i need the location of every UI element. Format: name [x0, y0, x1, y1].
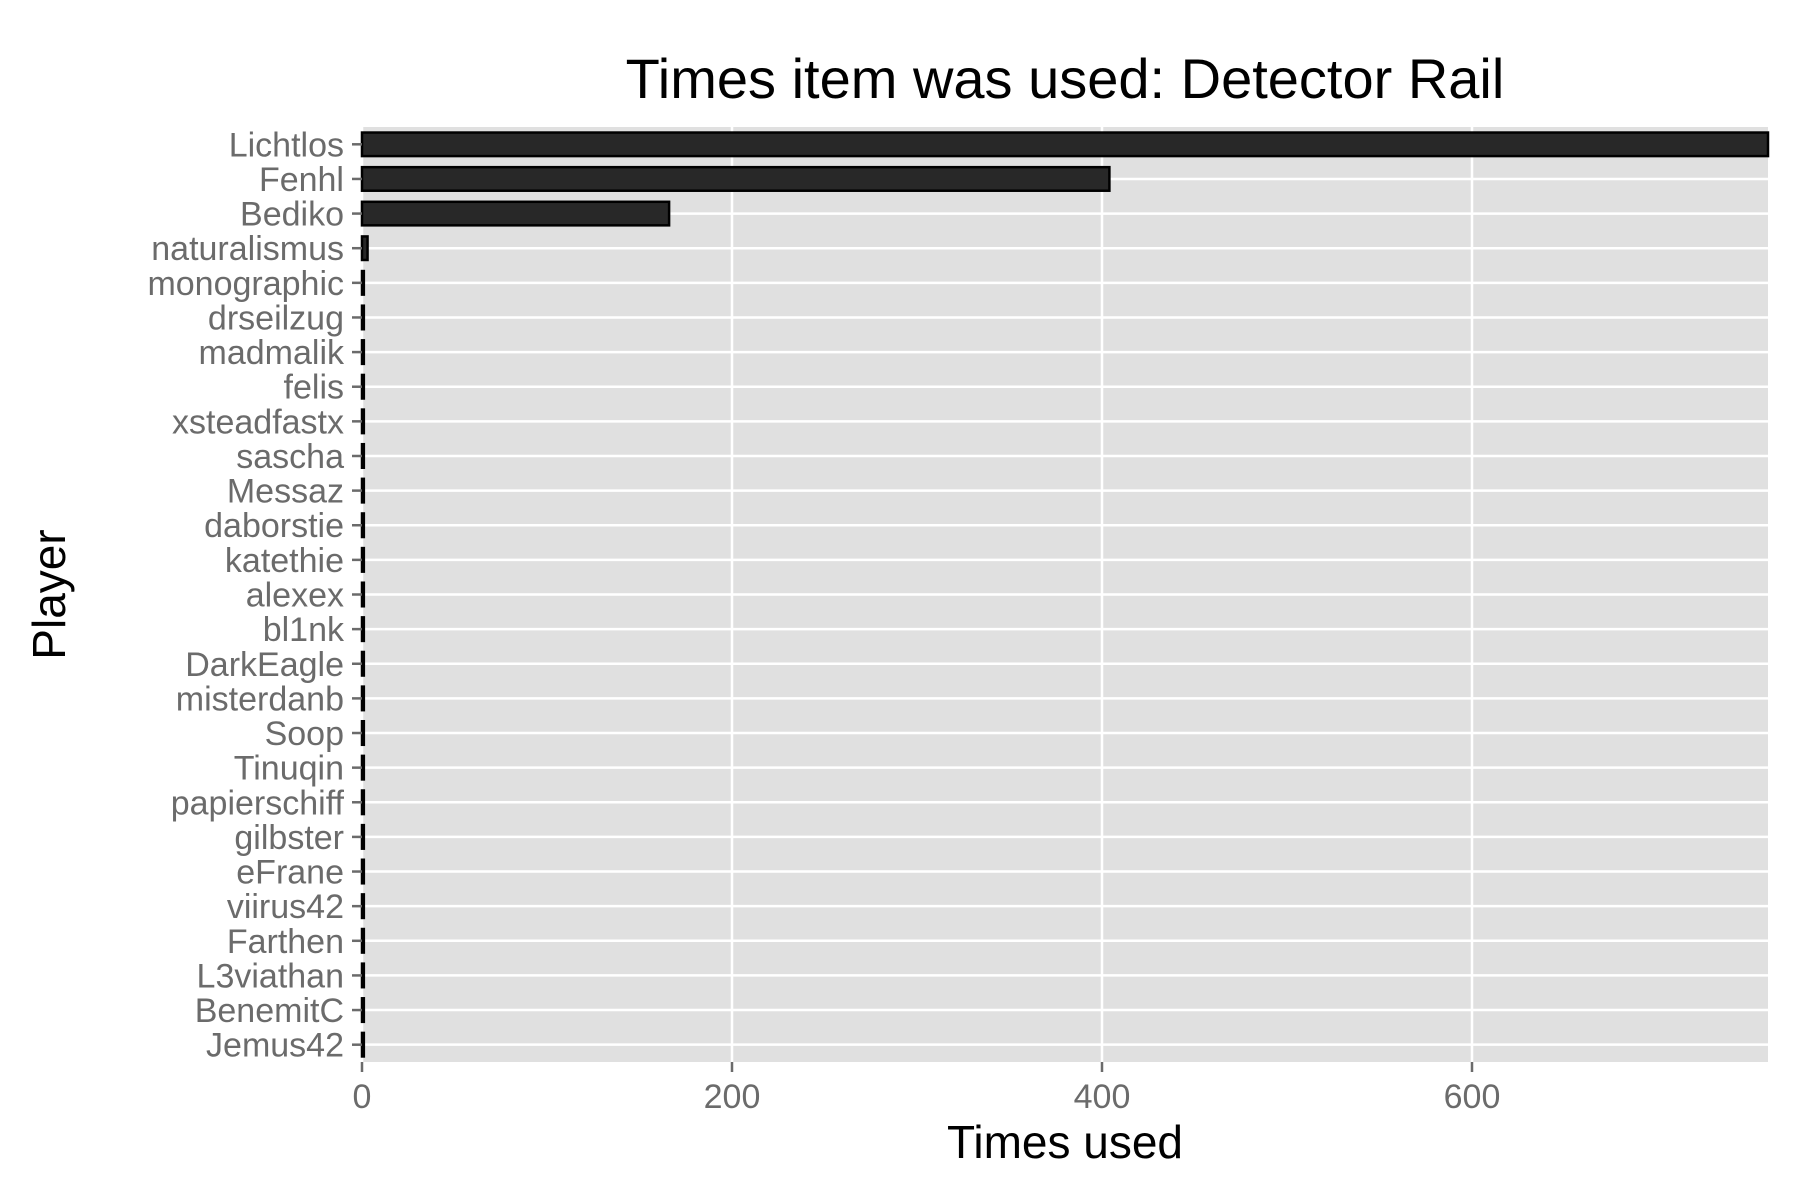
x-tick-label: 600	[1444, 1078, 1501, 1116]
y-axis: LichtlosFenhlBedikonaturalismusmonograph…	[147, 126, 362, 1065]
y-tick-label: Jemus42	[206, 1027, 344, 1065]
bar-bl1nk	[360, 616, 366, 643]
x-tick-label: 200	[704, 1078, 761, 1116]
bar-papierschiff	[360, 789, 366, 816]
y-tick-label: alexex	[246, 577, 344, 615]
bar-Bediko	[360, 200, 671, 227]
y-tick-label: gilbster	[234, 819, 344, 857]
bar-xsteadfastx	[360, 408, 366, 435]
bar-Soop	[360, 719, 366, 747]
grid-lines	[360, 127, 1768, 1062]
bar-Tinuqin	[360, 754, 366, 781]
y-tick-label: madmalik	[199, 334, 345, 372]
x-axis-title: Times used	[947, 1116, 1183, 1168]
y-tick-label: misterdanb	[176, 680, 344, 718]
bar-Farthen	[360, 927, 366, 954]
bar-eFrane	[360, 858, 366, 885]
y-tick-label: bl1nk	[263, 611, 345, 649]
y-tick-label: Tinuqin	[234, 750, 344, 788]
y-tick-label: BenemitC	[195, 992, 344, 1030]
bar-daborstie	[360, 512, 366, 539]
y-tick-label: DarkEagle	[185, 646, 344, 684]
y-tick-label: Lichtlos	[229, 126, 344, 164]
bar-monographic	[360, 269, 366, 296]
bar-viirus42	[360, 893, 366, 920]
y-tick-label: felis	[284, 369, 344, 407]
bar-drseilzug	[360, 304, 366, 331]
y-tick-label: eFrane	[236, 854, 344, 892]
y-tick-label: katethie	[225, 542, 344, 580]
bar-madmalik	[360, 339, 366, 366]
chart-title: Times item was used: Detector Rail	[626, 47, 1505, 110]
bar-Lichtlos	[360, 131, 1770, 158]
y-tick-label: L3viathan	[197, 957, 344, 995]
y-tick-label: sascha	[236, 438, 344, 476]
bar-L3viathan	[360, 962, 366, 989]
bar-BenemitC	[360, 997, 366, 1024]
y-tick-label: papierschiff	[171, 784, 345, 822]
bar-naturalismus	[360, 235, 369, 262]
bar-DarkEagle	[360, 650, 366, 677]
y-tick-label: Farthen	[227, 923, 344, 961]
y-axis-title: Player	[23, 529, 75, 659]
y-tick-label: naturalismus	[151, 230, 344, 268]
bar-misterdanb	[360, 685, 366, 712]
y-tick-label: monographic	[147, 265, 344, 303]
y-tick-label: Fenhl	[259, 161, 344, 199]
y-tick-label: daborstie	[204, 507, 344, 545]
y-tick-label: drseilzug	[208, 299, 344, 337]
y-tick-label: Soop	[265, 715, 344, 753]
bar-sascha	[360, 442, 366, 470]
bar-Fenhl	[360, 165, 1111, 192]
y-tick-label: Bediko	[240, 196, 344, 234]
x-tick-label: 400	[1074, 1078, 1131, 1116]
y-tick-label: viirus42	[227, 888, 344, 926]
bar-Jemus42	[360, 1031, 366, 1058]
y-tick-label: xsteadfastx	[172, 403, 344, 441]
x-tick-label: 0	[353, 1078, 372, 1116]
x-axis: 0 200 400 600	[353, 1062, 1501, 1116]
bar-felis	[360, 373, 366, 400]
bar-Messaz	[360, 477, 366, 504]
bar-katethie	[360, 546, 366, 573]
bar-gilbster	[360, 823, 366, 850]
y-tick-label: Messaz	[227, 473, 344, 511]
bar-alexex	[360, 581, 366, 608]
